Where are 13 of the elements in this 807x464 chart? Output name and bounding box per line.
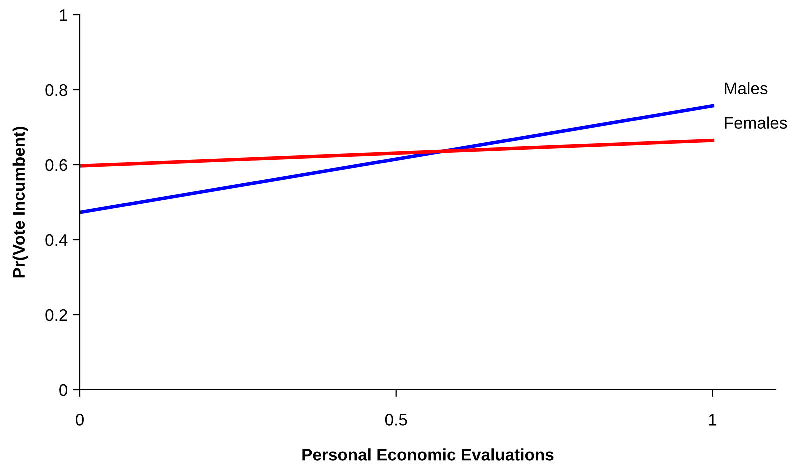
y-tick-label: 0.4 [46, 234, 68, 246]
x-tick-label: 0 [76, 414, 84, 426]
y-tick-label: 0.6 [46, 159, 68, 172]
y-tick-label: 1 [60, 10, 68, 22]
x-tick-label: 0.5 [385, 414, 408, 426]
y-axis-title: Pr(Vote Incumbent) [12, 127, 28, 278]
y-tick-label: 0 [60, 384, 68, 396]
series-label: Females [725, 116, 788, 129]
x-tick-label: 1 [709, 414, 717, 426]
y-tick-label: 0.8 [46, 84, 68, 96]
x-axis-title: Personal Economic Evaluations [302, 448, 554, 461]
series-label: Males [725, 82, 768, 94]
y-tick-label: 0.2 [46, 309, 68, 322]
